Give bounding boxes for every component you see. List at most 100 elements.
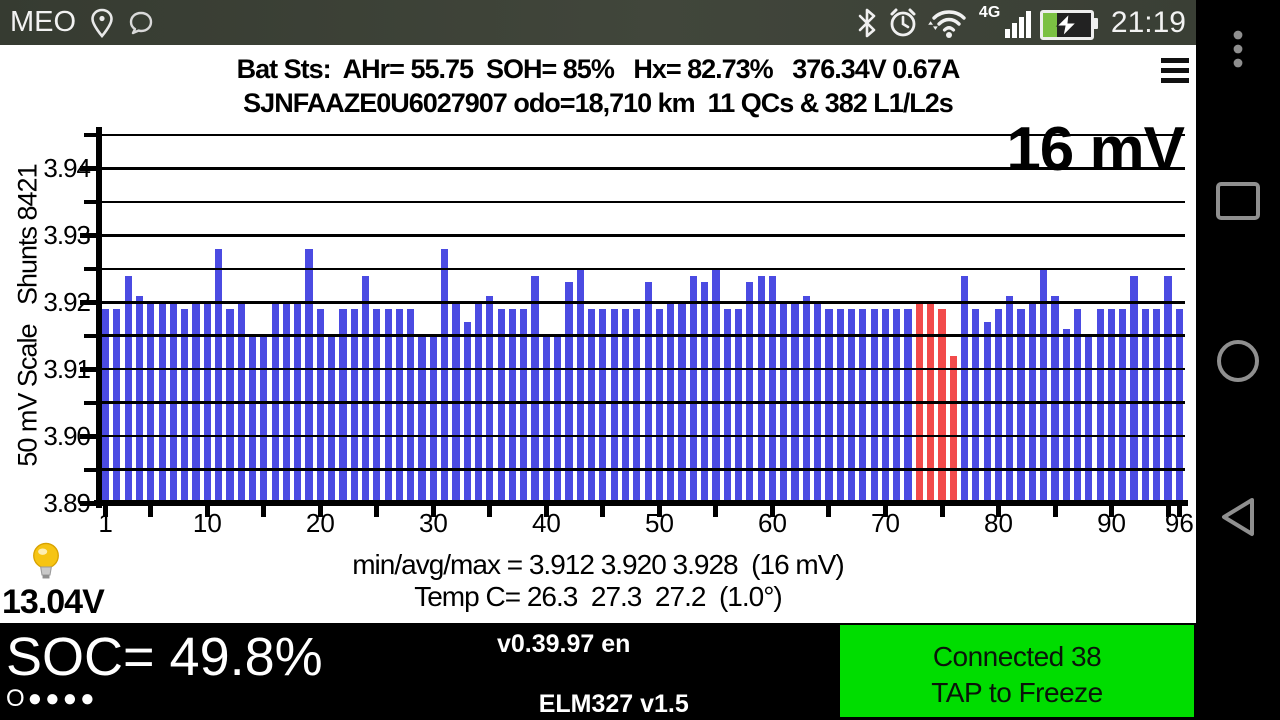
temperature-line: Temp C= 26.3 27.3 27.2 (1.0°)	[414, 581, 783, 612]
nav-home-button[interactable]	[1196, 338, 1280, 384]
cell-voltage-bar	[701, 282, 709, 503]
y-axis-tick	[80, 166, 98, 172]
y-axis-tick	[80, 233, 98, 239]
gridline	[100, 334, 1185, 338]
y-axis-tick	[80, 300, 98, 306]
cell-voltage-bar	[1141, 308, 1149, 503]
cell-voltage-bar	[836, 308, 844, 503]
min-avg-max-line: min/avg/max = 3.912 3.920 3.928 (16 mV)	[352, 549, 845, 580]
connection-progress-dots: O●●●●	[6, 685, 98, 712]
aux-battery-voltage: 13.04V	[2, 583, 105, 621]
cell-voltage-bar	[565, 282, 573, 503]
cell-voltage-bar	[135, 295, 144, 503]
gridline	[100, 468, 1185, 471]
cell-voltage-bar	[802, 295, 810, 503]
message-icon	[129, 11, 153, 34]
battery-charging-icon	[1039, 9, 1098, 40]
cell-voltage-bar	[904, 308, 912, 503]
connection-status-text: Connected 38	[932, 640, 1102, 672]
signal-bars-icon: 4G	[979, 4, 1031, 40]
cell-voltage-bar	[361, 275, 370, 503]
x-axis-tick	[1176, 504, 1182, 517]
bottom-bar: SOC= 49.8% O●●●● v0.39.97 en ELM327 v1.5…	[0, 623, 1196, 720]
nav-recents-button[interactable]	[1196, 180, 1280, 222]
cell-voltage-bar-shunt	[938, 308, 946, 503]
bluetooth-icon	[858, 8, 876, 37]
x-axis-tick	[487, 504, 493, 517]
cell-voltage-bar	[1107, 308, 1116, 503]
x-axis-tick	[713, 504, 719, 517]
gridline	[100, 300, 1185, 304]
x-axis-tick	[317, 504, 323, 517]
cell-voltage-plot-area[interactable]	[80, 127, 1188, 517]
connection-freeze-button[interactable]: Connected 38 TAP to Freeze	[840, 625, 1194, 717]
nav-overflow-menu-button[interactable]	[1196, 28, 1280, 72]
x-axis-tick	[430, 504, 436, 517]
vin-odometer-line: SJNFAAZE0U6027907 odo=18,710 km 11 QCs &…	[243, 88, 954, 118]
cell-voltage-bar	[893, 308, 901, 503]
cell-voltage-bar	[305, 248, 313, 503]
cell-voltage-bar	[655, 308, 663, 503]
y-axis-tick	[84, 133, 98, 138]
x-axis-tick	[374, 504, 380, 517]
cell-voltage-bar	[1085, 335, 1093, 503]
x-axis-tick	[826, 504, 832, 517]
android-nav-bar	[1196, 0, 1280, 720]
cell-voltage-bar	[407, 308, 415, 503]
gridline	[100, 434, 1185, 438]
x-axis-tick	[1052, 504, 1058, 517]
x-axis-tick	[204, 504, 210, 517]
backlight-bulb-icon[interactable]	[30, 541, 62, 585]
cell-voltage-bar	[542, 335, 550, 503]
y-axis-tick	[84, 467, 98, 472]
cell-voltage-bar	[215, 248, 223, 503]
cell-voltage-bar	[972, 308, 980, 503]
gridline	[100, 367, 1185, 371]
cell-voltage-bar	[881, 308, 890, 503]
cell-voltage-bar	[1130, 275, 1138, 503]
cell-voltage-bar	[633, 308, 641, 503]
cell-voltage-bar	[339, 308, 347, 503]
carrier-label: MEO	[10, 6, 77, 38]
cell-voltage-bar	[497, 308, 505, 503]
cell-voltage-bar	[983, 322, 991, 503]
cell-voltage-bar	[1096, 308, 1104, 503]
cell-voltage-bar	[734, 308, 743, 503]
cell-voltage-bar	[328, 335, 336, 503]
cell-voltage-bar	[531, 275, 539, 503]
cell-voltage-bar	[1164, 275, 1172, 503]
app-version: v0.39.97 en	[497, 630, 631, 658]
x-axis-tick	[996, 504, 1002, 517]
cell-voltage-bar	[1175, 308, 1183, 503]
cell-voltage-bar	[554, 335, 562, 503]
version-block: v0.39.97 en ELM327 v1.5 2017/07/15.	[497, 629, 689, 720]
cell-voltage-bar	[576, 268, 584, 503]
status-bar-clock: 21:19	[1110, 5, 1186, 39]
cell-voltage-bar	[486, 295, 494, 503]
y-axis-tick	[80, 434, 98, 440]
cell-voltage-bar	[113, 308, 121, 503]
alarm-icon	[890, 8, 916, 36]
nav-back-button[interactable]	[1196, 494, 1280, 540]
x-axis-tick	[148, 504, 154, 517]
cell-voltage-bar	[429, 335, 437, 503]
y-axis-tick-labels: 3.94 3.93 3.92 3.91 3.90 3.89	[28, 127, 91, 518]
cell-voltage-bar	[102, 308, 110, 503]
cell-voltage-bar	[248, 335, 257, 503]
cell-voltage-bar	[689, 275, 697, 503]
cell-voltage-bar	[373, 308, 381, 503]
x-axis-tick	[656, 504, 662, 517]
x-axis-tick	[543, 504, 549, 517]
location-icon	[91, 8, 113, 38]
y-axis-tick	[84, 266, 98, 271]
cell-voltage-bar	[825, 308, 833, 503]
x-axis-line	[94, 500, 1188, 506]
cell-voltage-bar-shunt	[949, 355, 957, 503]
cell-voltage-bar	[621, 308, 630, 503]
menu-button[interactable]	[1158, 58, 1192, 90]
x-axis-tick	[1165, 504, 1171, 517]
cell-voltage-bar	[587, 308, 596, 503]
cell-voltage-bar	[1062, 329, 1070, 503]
cell-voltage-bar	[226, 308, 234, 503]
